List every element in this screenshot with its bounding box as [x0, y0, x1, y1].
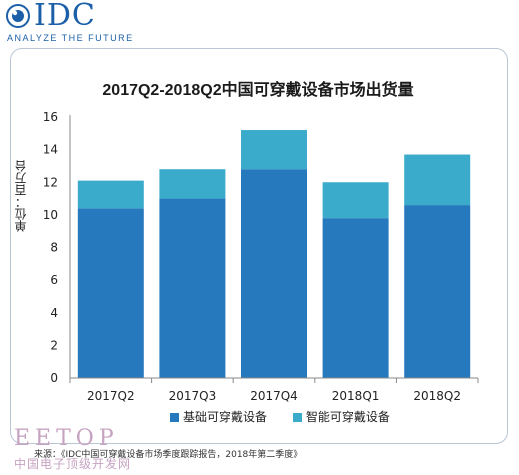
y-tick-label: 0	[50, 371, 58, 385]
bar-basic	[322, 218, 389, 378]
y-tick-label: 2	[50, 338, 58, 352]
watermark-text: 中国电子顶级开发网	[14, 457, 132, 471]
legend-swatch-smart	[292, 413, 302, 422]
y-tick-label: 6	[50, 273, 58, 287]
bar-smart	[241, 130, 307, 170]
y-tick-label: 10	[43, 208, 58, 222]
legend-label-basic: 基础可穿戴设备	[183, 410, 268, 424]
bar-smart	[77, 180, 144, 209]
y-tick-label: 4	[50, 306, 58, 320]
x-tick-label: 2018Q2	[413, 389, 461, 403]
bar-basic	[159, 198, 226, 378]
bar-smart	[159, 169, 226, 199]
bar-smart	[404, 154, 471, 206]
chart-title: 2017Q2-2018Q2中国可穿戴设备市场出货量	[102, 82, 414, 99]
legend-swatch-basic	[170, 413, 179, 422]
y-tick-label: 12	[43, 175, 58, 189]
logo-tagline: ANALYZE THE FUTURE	[7, 33, 134, 43]
logo-text: IDC	[34, 0, 96, 33]
x-tick-label: 2017Q2	[87, 389, 135, 403]
idc-logo: IDC ANALYZE THE FUTURE	[6, 0, 136, 46]
legend: 基础可穿戴设备 智能可穿戴设备	[170, 408, 412, 425]
watermark-logo: EETOP	[14, 426, 119, 451]
bar-basic	[241, 169, 307, 378]
y-tick-label: 16	[43, 110, 58, 124]
x-tick-label: 2018Q1	[332, 389, 380, 403]
bar-smart	[322, 182, 389, 219]
source-note: 来源：《IDC中国可穿戴设备市场季度跟踪报告，2018年第二季度》	[34, 450, 303, 460]
legend-item-smart: 智能可穿戴设备	[292, 408, 390, 425]
legend-item-basic: 基础可穿戴设备	[170, 408, 267, 425]
x-tick-label: 2017Q3	[169, 389, 217, 403]
x-tick-label: 2017Q4	[250, 389, 298, 403]
bar-basic	[77, 208, 144, 378]
legend-label-smart: 智能可穿戴设备	[305, 410, 390, 424]
bar-basic	[404, 205, 471, 378]
y-tick-label: 8	[50, 241, 58, 255]
y-tick-label: 14	[43, 143, 58, 157]
idc-logo-mark-icon	[6, 4, 30, 28]
